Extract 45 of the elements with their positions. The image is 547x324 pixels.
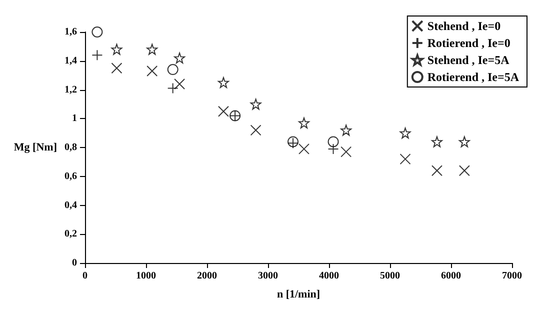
point xyxy=(458,136,470,148)
y-axis-title: Mg [Nm] xyxy=(14,142,57,154)
point xyxy=(111,44,122,55)
point xyxy=(250,124,262,136)
y-tick-label: 1 xyxy=(72,113,77,124)
point xyxy=(250,98,262,110)
y-tick-label: 0 xyxy=(72,258,77,268)
point xyxy=(146,44,158,55)
point xyxy=(400,154,411,165)
y-tick-label: 0,6 xyxy=(64,170,77,182)
y-tick-label: 0,2 xyxy=(64,228,77,240)
point xyxy=(431,136,442,148)
point xyxy=(340,146,352,158)
x-tick-label: 5000 xyxy=(380,270,400,282)
legend-label: Stehend , Ie=0 xyxy=(427,19,501,33)
y-tick-label: 0,8 xyxy=(64,142,77,153)
point xyxy=(431,165,442,176)
point xyxy=(340,124,352,136)
x-tick-label: 2000 xyxy=(197,270,217,282)
x-tick-label: 3000 xyxy=(258,270,278,282)
point xyxy=(218,77,229,88)
point xyxy=(92,26,103,38)
point xyxy=(174,78,186,90)
y-tick-label: 1,4 xyxy=(64,55,77,66)
x-tick-label: 7000 xyxy=(502,270,522,282)
point xyxy=(328,136,339,148)
point xyxy=(218,106,229,117)
x-tick-label: 6000 xyxy=(441,270,461,282)
point xyxy=(400,128,411,139)
point xyxy=(111,62,122,74)
y-tick-label: 0,4 xyxy=(64,200,77,211)
point xyxy=(458,165,470,176)
point xyxy=(146,65,158,76)
legend-label: Rotierend , Ie=0 xyxy=(427,36,510,50)
legend-label: Rotierend , Ie=5A xyxy=(427,70,520,84)
y-tick-label: 1,2 xyxy=(64,84,77,96)
x-tick-label: 4000 xyxy=(319,270,339,282)
x-tick-label: 0 xyxy=(82,270,88,282)
x-axis-title: n [1/min] xyxy=(276,288,320,300)
legend-label: Stehend , Ie=5A xyxy=(427,53,510,67)
y-tick-label: 1,6 xyxy=(64,26,77,38)
point xyxy=(174,52,186,64)
point xyxy=(167,64,178,76)
x-tick-label: 1000 xyxy=(136,270,156,282)
point xyxy=(298,117,310,128)
